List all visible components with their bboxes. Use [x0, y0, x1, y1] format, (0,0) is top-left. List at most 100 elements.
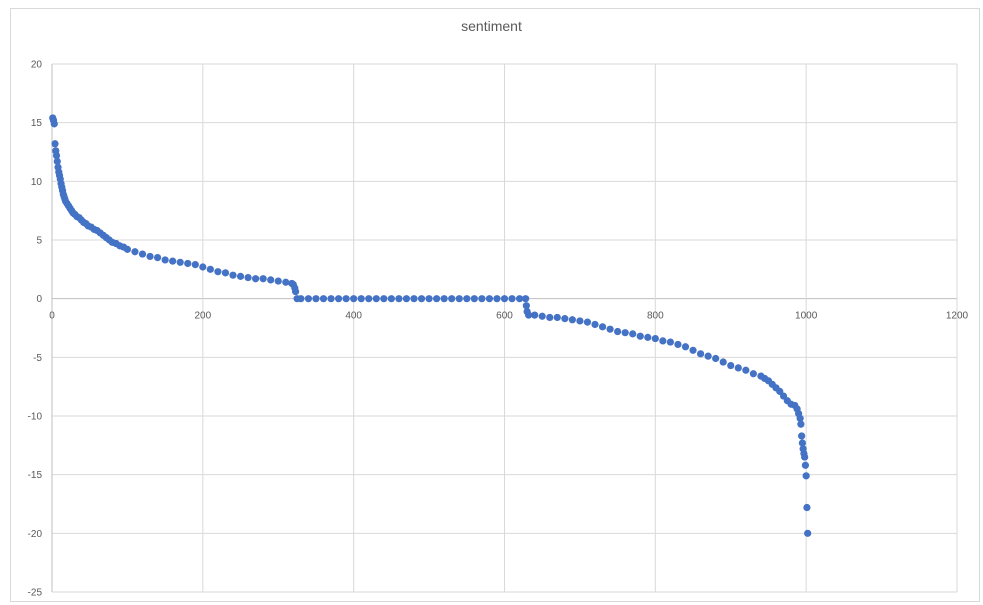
data-point — [696, 350, 705, 358]
data-point — [229, 271, 237, 279]
data-point — [508, 295, 516, 303]
x-tick-label: 1000 — [795, 311, 818, 322]
data-point — [621, 329, 629, 337]
y-tick-label: 5 — [36, 236, 42, 247]
x-tick-label: 1200 — [946, 311, 969, 322]
y-tick-label: -20 — [28, 529, 43, 540]
data-point — [274, 277, 282, 285]
data-point — [448, 295, 456, 303]
x-tick-label: 600 — [496, 311, 513, 322]
data-point — [598, 323, 607, 331]
data-point — [734, 364, 742, 372]
data-series — [49, 114, 812, 537]
data-point — [681, 343, 690, 351]
data-point — [123, 245, 132, 253]
data-point — [440, 295, 448, 303]
data-point — [455, 295, 463, 303]
data-point — [176, 258, 184, 266]
data-point — [801, 461, 810, 469]
data-point — [312, 295, 320, 303]
data-point — [138, 250, 147, 258]
data-point — [742, 366, 750, 374]
y-tick-label: 15 — [31, 118, 43, 129]
data-point — [214, 268, 222, 276]
y-tick-label: -10 — [28, 412, 43, 423]
data-point — [425, 295, 433, 303]
data-point — [522, 302, 530, 310]
data-point — [801, 453, 809, 461]
data-point — [531, 311, 539, 319]
data-point — [470, 295, 478, 303]
data-point — [50, 120, 58, 128]
data-point — [372, 295, 380, 303]
data-point — [291, 288, 300, 296]
y-tick-label: -25 — [28, 588, 43, 599]
data-point — [236, 272, 245, 280]
data-point — [304, 295, 313, 303]
data-point — [659, 337, 667, 345]
data-point — [796, 414, 804, 422]
data-point — [319, 295, 328, 303]
data-point — [689, 346, 697, 354]
data-point — [500, 295, 509, 303]
data-point — [568, 316, 576, 324]
data-point — [802, 472, 810, 480]
data-point — [463, 295, 471, 303]
data-point — [719, 358, 727, 366]
y-tick-label: 10 — [31, 177, 43, 188]
data-point — [651, 334, 659, 343]
data-point — [184, 259, 192, 268]
data-point — [221, 269, 230, 277]
data-point — [553, 313, 561, 322]
data-point — [804, 529, 812, 537]
data-point — [53, 157, 61, 165]
y-axis-tick-labels: 20 15 10 5 0 -5 -10 -15 -20 -25 — [28, 60, 43, 599]
x-tick-label: 0 — [49, 311, 55, 322]
data-point — [525, 311, 533, 319]
data-point — [749, 370, 757, 378]
y-tick-label: 0 — [36, 294, 42, 305]
data-point — [561, 315, 569, 323]
data-point — [169, 257, 177, 265]
data-point — [727, 361, 735, 370]
data-point — [478, 295, 486, 303]
data-point — [252, 275, 260, 283]
x-tick-label: 400 — [345, 311, 362, 322]
data-point — [798, 439, 806, 447]
y-tick-label: -5 — [33, 353, 42, 364]
data-point — [327, 295, 335, 303]
data-point — [515, 295, 524, 303]
data-point — [244, 273, 252, 282]
x-tick-label: 200 — [194, 311, 211, 322]
data-point — [522, 295, 530, 303]
data-point — [606, 325, 614, 333]
data-point — [146, 252, 154, 261]
data-point — [51, 140, 59, 148]
data-point — [704, 352, 712, 360]
data-point — [402, 295, 411, 303]
data-point — [365, 295, 373, 303]
data-point — [350, 295, 358, 303]
data-point — [433, 295, 441, 303]
data-point — [614, 327, 622, 336]
x-axis-tick-labels: 0 200 400 600 800 1000 1200 — [49, 311, 968, 322]
data-point — [803, 503, 811, 512]
data-point — [52, 151, 61, 160]
data-point — [267, 276, 275, 284]
data-point — [131, 248, 139, 256]
chart-frame — [10, 8, 980, 602]
data-point — [259, 275, 267, 283]
data-point — [636, 332, 644, 340]
data-point — [161, 256, 169, 264]
data-point — [712, 354, 720, 363]
data-point — [644, 333, 652, 341]
data-point — [191, 261, 199, 269]
data-point — [410, 295, 418, 303]
data-point — [297, 295, 305, 303]
data-point — [546, 313, 554, 322]
data-point — [666, 338, 675, 346]
data-point — [674, 340, 682, 349]
data-point — [583, 318, 592, 326]
data-point — [357, 295, 365, 303]
